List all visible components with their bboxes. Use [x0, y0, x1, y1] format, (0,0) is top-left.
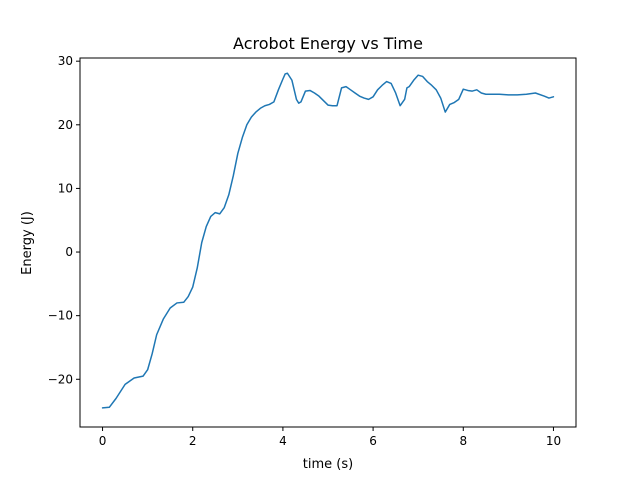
- x-tick-label: 0: [99, 434, 107, 448]
- y-tick-label: −20: [48, 372, 73, 386]
- y-tick-label: −10: [48, 309, 73, 323]
- energy-series-line: [101, 72, 555, 409]
- y-axis-label: Energy (J): [20, 211, 35, 275]
- x-axis-label: time (s): [303, 457, 353, 472]
- y-tick-label: 0: [65, 245, 73, 259]
- x-tick-label: 2: [189, 434, 197, 448]
- plot-frame: [79, 57, 577, 428]
- x-tick-label: 10: [546, 434, 561, 448]
- y-tick-label: 20: [58, 118, 73, 132]
- y-tick-label: 10: [58, 181, 73, 195]
- x-tick-label: 8: [459, 434, 467, 448]
- plot-area: [80, 58, 576, 427]
- x-tick-label: 4: [279, 434, 287, 448]
- chart-title: Acrobot Energy vs Time: [233, 34, 423, 53]
- series-layer: [101, 72, 555, 409]
- x-tick-label: 6: [369, 434, 377, 448]
- axis-ticks: 0 2 4 6 8 10 −20 −10 0 10 20 30: [48, 54, 561, 448]
- y-tick-label: 30: [58, 54, 73, 68]
